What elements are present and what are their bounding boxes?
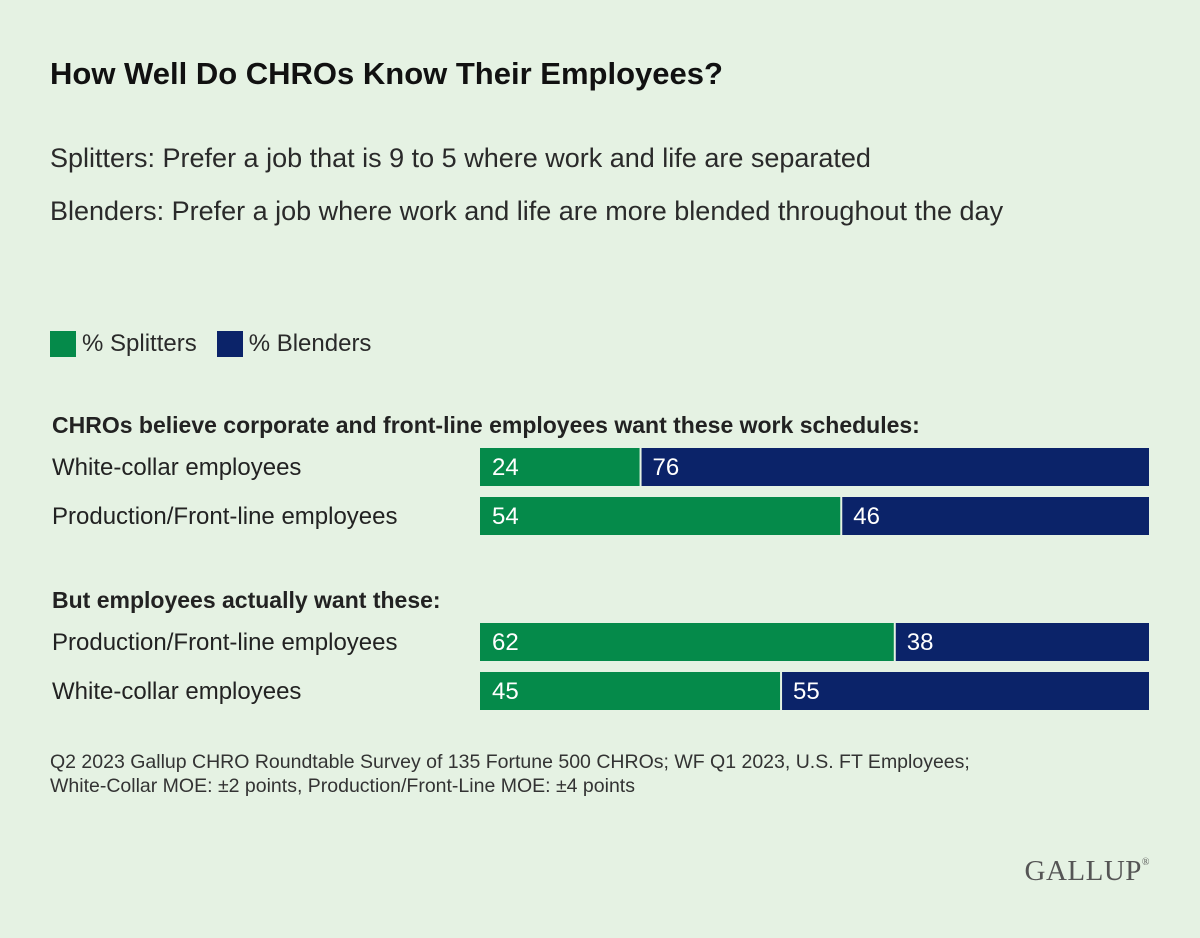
logo-text: GALLUP [1024,855,1142,887]
bar-splitters [480,448,641,486]
legend-item-splitters: % Splitters [50,330,197,358]
data-label-splitters: 45 [492,678,519,705]
category-label: White-collar employees [52,454,301,481]
category-label: Production/Front-line employees [52,503,398,530]
subtitle-blenders-definition: Blenders: Prefer a job where work and li… [50,196,1004,226]
footnote-line-1: Q2 2023 Gallup CHRO Roundtable Survey of… [50,751,970,773]
data-label-splitters: 62 [492,629,519,656]
data-label-blenders: 46 [853,503,880,530]
group-label-2: But employees actually want these: [52,587,441,613]
bar-splitters [480,623,895,661]
legend-swatch-blenders [216,331,243,357]
legend-label-splitters: % Splitters [82,330,197,357]
data-label-splitters: 24 [492,454,519,481]
chart-subtitle: Splitters: Prefer a job that is 9 to 5 w… [50,132,1150,238]
subtitle-splitters-definition: Splitters: Prefer a job that is 9 to 5 w… [50,143,871,173]
stacked-bar-chart: CHROs believe corporate and front-line e… [52,412,1149,710]
gallup-logo: GALLUP® [1025,855,1151,888]
bar-splitters [480,672,782,710]
bar-splitters [480,497,842,535]
bar-blenders [640,448,1149,486]
legend-swatch-splitters [50,331,76,357]
data-label-splitters: 54 [492,503,519,530]
chart-title: How Well Do CHROs Know Their Employees? [50,56,723,91]
category-label: White-collar employees [52,678,301,705]
logo-trademark: ® [1141,857,1150,868]
bar-blenders [894,623,1149,661]
legend-label-blenders: % Blenders [248,330,372,357]
group-label-1: CHROs believe corporate and front-line e… [52,412,920,438]
legend: % Splitters % Blenders [50,330,391,358]
bar-blenders [841,497,1149,535]
footnote: Q2 2023 Gallup CHRO Roundtable Survey of… [50,750,1160,798]
data-label-blenders: 76 [653,454,680,481]
data-label-blenders: 55 [793,678,820,705]
bar-blenders [781,672,1149,710]
data-label-blenders: 38 [907,629,934,656]
category-label: Production/Front-line employees [52,629,398,656]
legend-item-blenders: % Blenders [216,330,372,358]
footnote-line-2: White-Collar MOE: ±2 points, Production/… [50,775,635,797]
